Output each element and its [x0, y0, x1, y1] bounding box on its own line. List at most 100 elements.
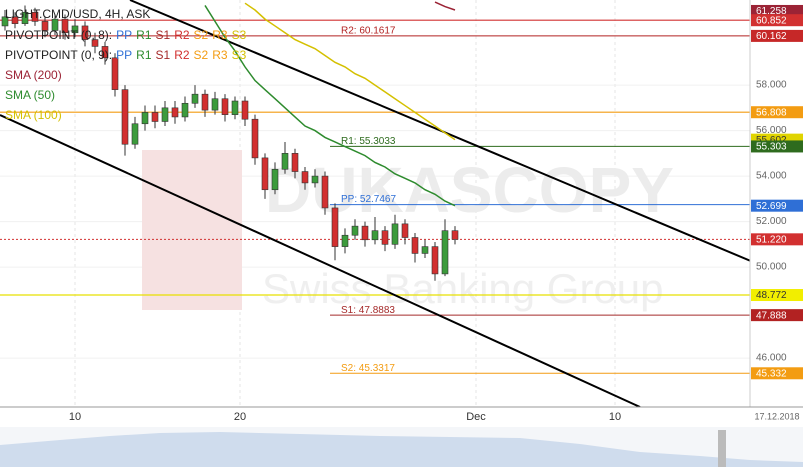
candle-body — [101, 46, 109, 59]
levels: R2: 60.1617 R1: 55.3033 PP: 52.7467 S1: 47.… — [0, 19, 750, 374]
candle-body — [281, 153, 289, 170]
candle-body — [371, 230, 379, 241]
legend-pivot-item: S3 — [232, 28, 247, 42]
candle-body — [331, 207, 339, 247]
candle-body — [291, 153, 299, 172]
legend-pivot-item: S2 — [194, 28, 209, 42]
legend-pivot: PIVOTPOINT (0, 9): PP R1 S1 R2 S2 R3 S3 — [5, 48, 247, 62]
candle-body — [211, 98, 219, 111]
navigator-handle[interactable] — [718, 430, 726, 467]
legend-pivot-name: PIVOTPOINT (0, 8): — [5, 28, 112, 42]
candle-body — [121, 89, 129, 145]
candle-body — [11, 16, 19, 24]
candle-body — [341, 234, 349, 247]
x-tick-label: Dec — [466, 411, 486, 423]
y-tick-label: 50.000 — [756, 262, 787, 273]
candle-body — [271, 168, 279, 191]
price-label: 61.258 — [756, 6, 787, 17]
y-tick-label: 56.000 — [756, 125, 787, 136]
price-label-box — [751, 367, 803, 380]
price-label: 56.808 — [756, 107, 787, 118]
candle-body — [31, 11, 39, 22]
navigator-area — [0, 432, 803, 467]
price-label-box — [751, 14, 803, 27]
price-label: 55.303 — [756, 142, 787, 153]
candle-body — [41, 21, 49, 31]
sma-line — [204, 5, 456, 207]
x-tick-label: 10 — [609, 411, 621, 423]
pivot-label: R2: 60.1617 — [341, 26, 396, 37]
candle-body — [441, 230, 449, 275]
legend-pivot-name: PIVOTPOINT (0, 9): — [5, 48, 112, 62]
legend-pivot-item: R3 — [212, 28, 228, 42]
legend-pivot-item: R3 — [212, 48, 228, 62]
pivot-label: S1: 47.8883 — [341, 305, 395, 316]
candles — [1, 1, 459, 281]
x-tick-label: 20 — [234, 411, 246, 423]
candle-body — [261, 157, 269, 191]
candle-body — [361, 225, 369, 241]
legend-pivot: PIVOTPOINT (0, 8): PP R1 S1 R2 S2 R3 S3 — [5, 28, 247, 42]
candle-body — [91, 39, 99, 47]
sma-line — [244, 2, 456, 141]
watermark-logo — [142, 150, 242, 310]
candle-body — [231, 100, 239, 115]
candle-body — [81, 25, 89, 40]
price-label-box — [751, 233, 803, 246]
channel-upper — [129, 0, 750, 262]
candle-body — [451, 230, 459, 240]
y-tick-label: 52.000 — [756, 216, 787, 227]
candle-body — [321, 175, 329, 209]
candle-body — [191, 93, 199, 104]
channel-lower — [0, 114, 641, 407]
x-tick-label: 10 — [69, 411, 81, 423]
candle-body — [61, 18, 69, 34]
legend-pivot-item: S1 — [156, 48, 171, 62]
candle-body — [381, 230, 389, 245]
sma-line — [434, 1, 456, 11]
legend-pivot-item: R1 — [136, 28, 152, 42]
y-tick-label: 46.000 — [756, 353, 787, 364]
pivot-label: S2: 45.3317 — [341, 363, 395, 374]
candle-body — [141, 112, 149, 125]
candle-body — [171, 107, 179, 118]
price-label: 45.332 — [756, 368, 787, 379]
price-label-box — [751, 140, 803, 153]
price-label-box — [751, 29, 803, 42]
legend-entry: SMA (200) — [5, 68, 62, 82]
price-axis: 58.000 56.000 54.000 52.000 50.000 46.000 61.2… — [751, 4, 803, 380]
price-label: 60.852 — [756, 15, 787, 26]
legend-entry: SMA (100) — [5, 108, 62, 122]
price-label: 51.220 — [756, 234, 787, 245]
candle-body — [51, 18, 59, 31]
legend-pivot-item: PP — [116, 28, 132, 42]
legend-pivot-item: S2 — [194, 48, 209, 62]
legend: LIGHT.CMD/USD, 4H, ASK PIVOTPOINT (0, 8)… — [5, 7, 247, 122]
price-label-box — [751, 309, 803, 322]
x-tick-label: 17.12.2018 — [754, 411, 799, 421]
candle-body — [161, 107, 169, 122]
candle-body — [221, 98, 229, 115]
candle-body — [181, 102, 189, 118]
candle-body — [301, 171, 309, 184]
candle-body — [71, 25, 79, 34]
legend-pivot-item: R1 — [136, 48, 152, 62]
candle-body — [401, 223, 409, 238]
candle-body — [151, 112, 159, 122]
grid — [0, 0, 750, 407]
legend-pivot-item: S1 — [156, 28, 171, 42]
navigator — [0, 427, 803, 467]
price-label-box — [751, 106, 803, 119]
candle-body — [251, 118, 259, 159]
price-label: 47.888 — [756, 310, 787, 321]
y-tick-label: 58.000 — [756, 80, 787, 91]
price-label: 55.602 — [756, 135, 787, 146]
price-label: 60.162 — [756, 31, 787, 42]
candle-body — [431, 246, 439, 275]
candle-body — [1, 16, 9, 27]
watermark-subtitle: Swiss Banking Group — [262, 265, 664, 312]
legend-pivot-item: R2 — [174, 48, 190, 62]
legend-title: LIGHT.CMD/USD, 4H, ASK — [5, 7, 150, 21]
